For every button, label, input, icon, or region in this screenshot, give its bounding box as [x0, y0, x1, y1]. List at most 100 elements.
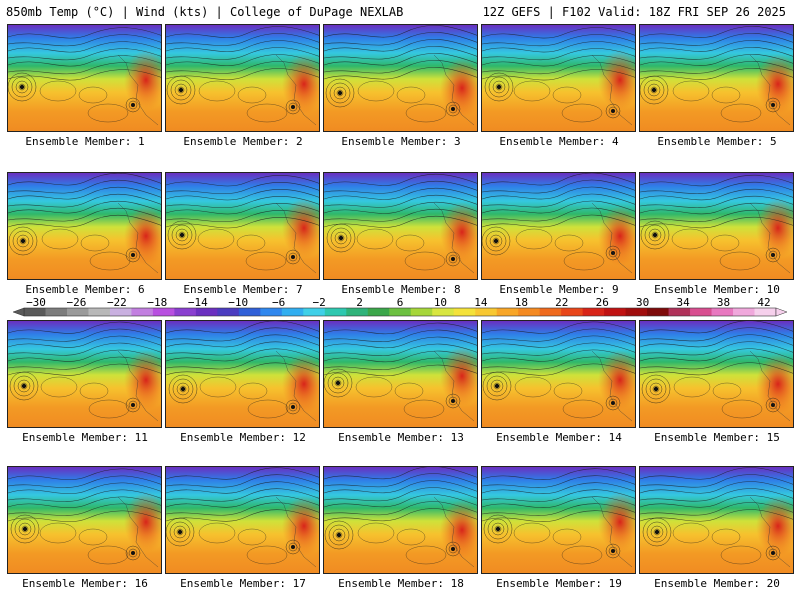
colorbar-swatch	[152, 308, 175, 316]
header-title: 850mb Temp (°C) | Wind (kts) | College o…	[6, 5, 404, 19]
ensemble-member-map	[165, 172, 320, 280]
ensemble-member-label: Ensemble Member: 3	[341, 135, 461, 148]
ensemble-member-label: Ensemble Member: 16	[22, 577, 148, 590]
ensemble-member-map	[323, 172, 478, 280]
ensemble-member-label: Ensemble Member: 11	[22, 431, 148, 444]
colorbar-tick-label: −2	[312, 297, 325, 309]
colorbar-swatch	[346, 308, 369, 316]
ensemble-member-label: Ensemble Member: 13	[338, 431, 464, 444]
colorbar-swatch	[647, 308, 670, 316]
colorbar-tick-label: −18	[147, 297, 167, 309]
colorbar-swatch	[475, 308, 498, 316]
ensemble-member-label: Ensemble Member: 1	[25, 135, 145, 148]
colorbar-swatch	[711, 308, 734, 316]
colorbar-swatch	[518, 308, 541, 316]
colorbar-tick-label: 10	[434, 297, 447, 309]
colorbar-tick-label: 34	[676, 297, 690, 309]
ensemble-member-map	[165, 24, 320, 132]
colorbar-tick-label: −14	[188, 297, 208, 309]
ensemble-member-map	[7, 24, 162, 132]
colorbar-tick-label: −22	[107, 297, 127, 309]
ensemble-member-label: Ensemble Member: 9	[499, 283, 619, 296]
ensemble-member-map	[639, 320, 794, 428]
colorbar-swatch	[109, 308, 132, 316]
ensemble-member-label: Ensemble Member: 8	[341, 283, 461, 296]
map-header: 850mb Temp (°C) | Wind (kts) | College o…	[0, 0, 800, 22]
ensemble-member-label: Ensemble Member: 19	[496, 577, 622, 590]
colorbar-swatch	[217, 308, 240, 316]
ensemble-member-label: Ensemble Member: 10	[654, 283, 780, 296]
ensemble-member-label: Ensemble Member: 4	[499, 135, 619, 148]
colorbar-tick-label: 22	[555, 297, 568, 309]
ensemble-member-label: Ensemble Member: 20	[654, 577, 780, 590]
colorbar-swatch	[582, 308, 605, 316]
colorbar-swatch	[174, 308, 197, 316]
ensemble-member-label: Ensemble Member: 18	[338, 577, 464, 590]
colorbar-swatch	[303, 308, 326, 316]
colorbar-swatch	[496, 308, 519, 316]
colorbar-swatch	[754, 308, 777, 316]
ensemble-member-label: Ensemble Member: 6	[25, 283, 145, 296]
ensemble-member-map	[481, 172, 636, 280]
ensemble-member-map	[7, 466, 162, 574]
colorbar-swatch	[625, 308, 648, 316]
ensemble-member-map	[481, 466, 636, 574]
ensemble-member-map	[323, 466, 478, 574]
colorbar-tick-label: −6	[272, 297, 285, 309]
colorbar-swatch	[604, 308, 627, 316]
ensemble-member-map	[481, 24, 636, 132]
colorbar-swatch	[539, 308, 562, 316]
colorbar-tick-label: 6	[397, 297, 404, 309]
colorbar-swatch	[195, 308, 218, 316]
colorbar-max-arrow	[775, 307, 788, 317]
colorbar-tick-label: 18	[515, 297, 528, 309]
colorbar-tick-label: −26	[67, 297, 87, 309]
colorbar-tick-label: 14	[474, 297, 488, 309]
colorbar-tick-label: −30	[26, 297, 46, 309]
colorbar-swatch	[66, 308, 89, 316]
colorbar-swatch	[561, 308, 584, 316]
ensemble-member-map	[639, 172, 794, 280]
colorbar-tick-label: −10	[228, 297, 248, 309]
colorbar-swatch	[45, 308, 68, 316]
ensemble-member-label: Ensemble Member: 17	[180, 577, 306, 590]
colorbar-swatch	[24, 308, 46, 316]
colorbar-swatch	[410, 308, 433, 316]
ensemble-member-label: Ensemble Member: 2	[183, 135, 303, 148]
ensemble-member-map	[323, 320, 478, 428]
colorbar-swatch	[367, 308, 390, 316]
ensemble-member-map	[7, 320, 162, 428]
colorbar-swatch	[281, 308, 304, 316]
ensemble-member-map	[481, 320, 636, 428]
temperature-colorbar: −30 −26 −22 −18 −14 −10 −6 −2 2 6 10 14 18 22 26 30 34 38…	[12, 297, 788, 319]
ensemble-member-label: Ensemble Member: 14	[496, 431, 622, 444]
colorbar-min-arrow	[12, 307, 25, 317]
colorbar-swatch	[131, 308, 154, 316]
ensemble-member-label: Ensemble Member: 5	[657, 135, 777, 148]
colorbar-swatch	[324, 308, 347, 316]
colorbar-swatch	[432, 308, 455, 316]
colorbar-tick-label: 30	[636, 297, 649, 309]
ensemble-member-map	[7, 172, 162, 280]
ensemble-member-label: Ensemble Member: 7	[183, 283, 303, 296]
colorbar-swatch	[238, 308, 261, 316]
ensemble-member-map	[165, 320, 320, 428]
colorbar-swatch	[690, 308, 713, 316]
ensemble-member-map	[639, 466, 794, 574]
ensemble-member-label: Ensemble Member: 15	[654, 431, 780, 444]
colorbar-tick-label: 42	[757, 297, 770, 309]
colorbar-swatch	[453, 308, 476, 316]
colorbar-swatch	[733, 308, 756, 316]
ensemble-member-map	[323, 24, 478, 132]
ensemble-member-map	[165, 466, 320, 574]
ensemble-member-map	[639, 24, 794, 132]
header-run-info: 12Z GEFS | F102 Valid: 18Z FRI SEP 26 20…	[482, 5, 786, 19]
ensemble-member-label: Ensemble Member: 12	[180, 431, 306, 444]
colorbar-swatch	[668, 308, 691, 316]
colorbar-swatch	[88, 308, 111, 316]
colorbar-tick-label: 26	[596, 297, 609, 309]
colorbar-swatch	[260, 308, 283, 316]
colorbar-tick-label: 38	[717, 297, 730, 309]
colorbar-swatch	[389, 308, 412, 316]
colorbar-tick-label: 2	[356, 297, 363, 309]
